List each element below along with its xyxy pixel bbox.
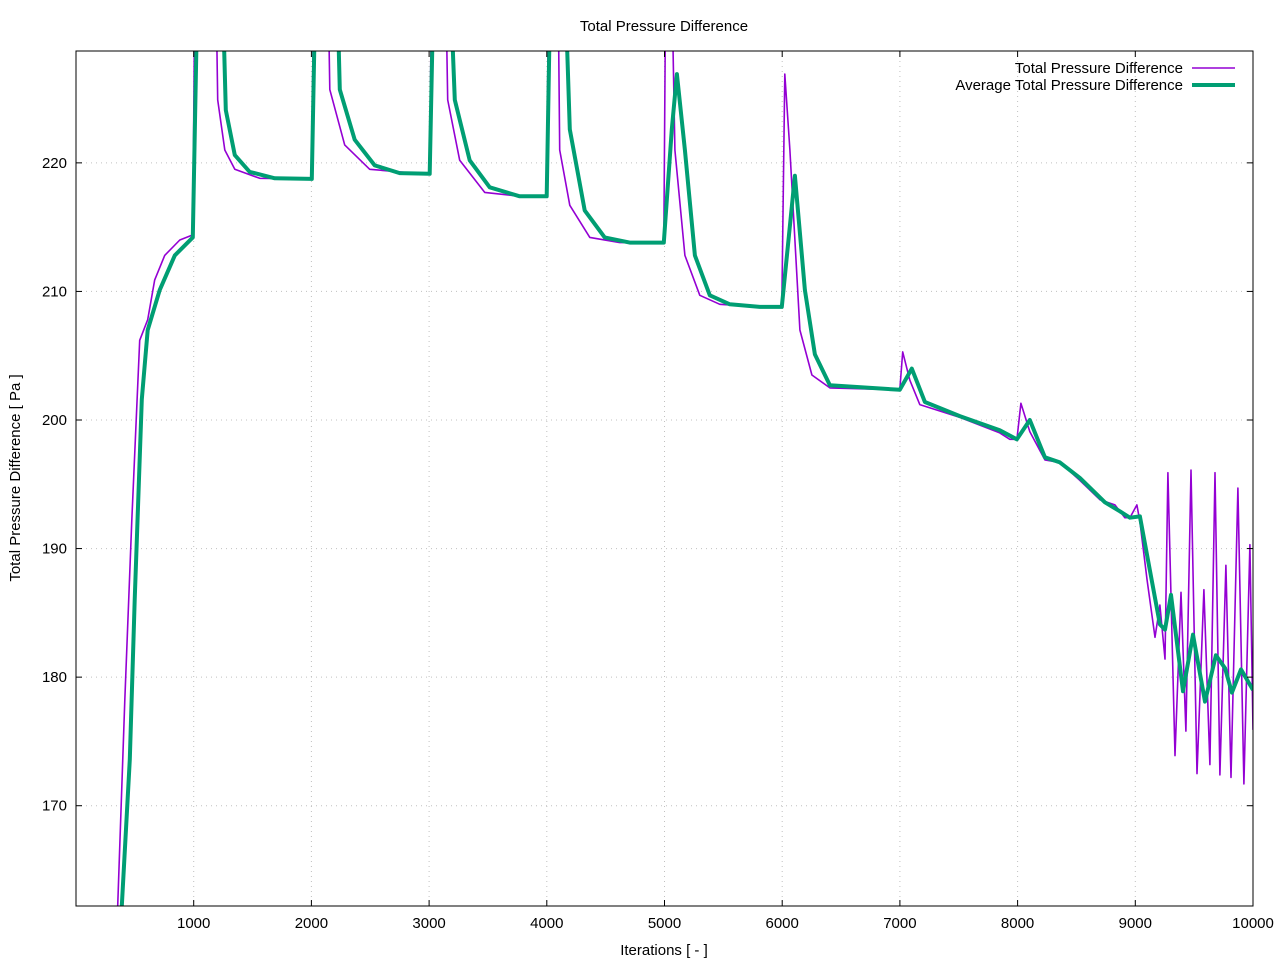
x-tick-label: 3000 [412,915,445,932]
x-tick-label: 5000 [648,915,681,932]
series-line-0 [116,51,1253,906]
x-axis-label: Iterations [ - ] [620,942,708,959]
x-tick-label: 9000 [1119,915,1152,932]
x-tick-label: 4000 [530,915,563,932]
y-tick-label: 170 [42,798,67,815]
y-tick-label: 220 [42,155,67,172]
x-tick-label: 6000 [766,915,799,932]
x-tick-label: 10000 [1232,915,1274,932]
x-tick-label: 2000 [295,915,328,932]
y-tick-label: 190 [42,541,67,558]
legend-label-1: Average Total Pressure Difference [955,77,1183,94]
x-tick-label: 8000 [1001,915,1034,932]
y-axis-label: Total Pressure Difference [ Pa ] [7,374,24,581]
ticks: 1000 2000 3000 4000 5000 6000 7000 8000 9000 1000… [42,51,1274,932]
chart-title: Total Pressure Difference [580,18,748,35]
legend-label-0: Total Pressure Difference [1015,60,1183,77]
y-tick-label: 180 [42,669,67,686]
y-tick-label: 210 [42,283,67,300]
series-group [116,51,1253,906]
x-tick-label: 7000 [883,915,916,932]
grid [76,51,1254,906]
series-line-1 [119,51,1253,906]
x-tick-label: 1000 [177,915,210,932]
y-tick-label: 200 [42,412,67,429]
